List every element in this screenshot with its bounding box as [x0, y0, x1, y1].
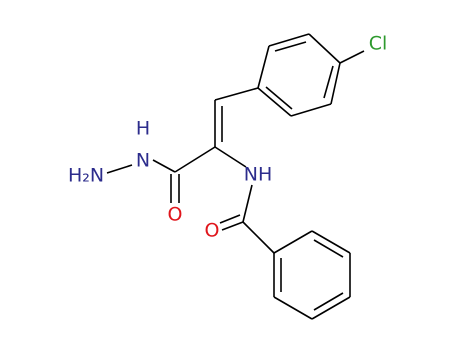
atom-label: N	[136, 150, 150, 172]
bonds	[106, 33, 365, 320]
atom-label: Cl	[369, 33, 388, 55]
atom-label: H	[136, 118, 150, 140]
atom-label: NH	[244, 164, 273, 186]
atom-label: O	[205, 220, 220, 242]
atom-label: H₂N	[68, 165, 104, 187]
atom-label: O	[168, 204, 183, 226]
